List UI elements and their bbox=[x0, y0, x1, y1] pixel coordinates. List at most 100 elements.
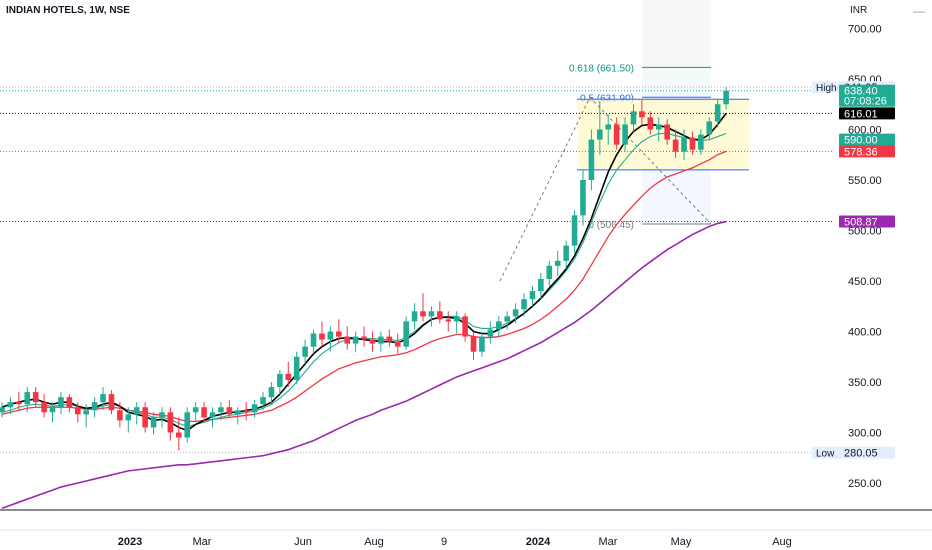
price-axis: 250.00 300.00 350.00 400.00 450.00 500.00 550.… bbox=[848, 24, 882, 491]
candle-body bbox=[411, 311, 418, 322]
candle-body bbox=[394, 341, 401, 347]
candle-body bbox=[706, 121, 713, 135]
price-tag-value: 590.00 bbox=[844, 135, 878, 147]
candle-body bbox=[234, 410, 241, 415]
candle-body bbox=[319, 333, 325, 340]
drawing-layer bbox=[0, 86, 832, 454]
candle-body bbox=[268, 387, 275, 398]
candle-body bbox=[538, 278, 544, 292]
candle-body bbox=[420, 311, 426, 317]
candle-body bbox=[218, 407, 224, 413]
x-tick-label: Jun bbox=[294, 536, 312, 548]
price-tag bbox=[839, 215, 895, 228]
fib-zone bbox=[642, 0, 711, 68]
ema-red-line bbox=[1, 150, 727, 423]
candle-body bbox=[613, 124, 620, 145]
candle-body bbox=[32, 392, 39, 403]
candle-body bbox=[521, 299, 527, 310]
y-tick-label: 350.00 bbox=[848, 377, 882, 389]
fib-level-label: 0 (506.45) bbox=[588, 220, 634, 231]
candle-body bbox=[403, 321, 409, 347]
candle-body bbox=[563, 245, 569, 261]
y-tick-label: 700.00 bbox=[848, 24, 882, 36]
y-tick-label: 250.00 bbox=[848, 478, 882, 490]
x-tick-label: Aug bbox=[772, 536, 792, 548]
y-tick-label: 450.00 bbox=[848, 276, 882, 288]
price-tag-countdown: 07:08:26 bbox=[844, 96, 887, 108]
candle-body bbox=[352, 336, 359, 344]
close-icon[interactable]: — bbox=[913, 4, 925, 18]
y-tick-label: 550.00 bbox=[848, 175, 882, 187]
candle-body bbox=[639, 111, 645, 118]
candle-body bbox=[689, 137, 696, 150]
candle-body bbox=[386, 336, 393, 342]
candle-body bbox=[580, 180, 586, 216]
price-tag-value: 280.05 bbox=[844, 448, 878, 460]
moving-averages bbox=[1, 112, 727, 510]
candle-body bbox=[588, 139, 595, 180]
candle-body bbox=[192, 407, 199, 413]
candle-body bbox=[723, 90, 729, 105]
candle-body bbox=[209, 412, 216, 418]
candle-body bbox=[664, 124, 670, 140]
price-tag bbox=[839, 446, 895, 459]
candle-body bbox=[361, 336, 367, 340]
candle-body bbox=[58, 397, 64, 408]
currency-label: INR bbox=[850, 5, 868, 16]
x-tick-label: Aug bbox=[364, 536, 384, 548]
candle-body bbox=[16, 402, 22, 405]
fib-level-label: 0.618 (661.50) bbox=[569, 63, 634, 74]
candle-body bbox=[378, 336, 384, 344]
price-tag-value: 616.01 bbox=[844, 108, 878, 120]
candle-body bbox=[310, 333, 317, 347]
price-tag bbox=[839, 145, 895, 158]
price-tag-label-bg bbox=[812, 446, 839, 459]
candle-body bbox=[546, 265, 553, 279]
candle-body bbox=[125, 414, 132, 421]
candle-body bbox=[117, 410, 123, 421]
candle-body bbox=[428, 311, 435, 317]
candle-body bbox=[571, 215, 578, 246]
candle-body bbox=[142, 407, 148, 428]
x-tick-label: Mar bbox=[599, 536, 618, 548]
candle-body bbox=[681, 137, 687, 152]
candle-body bbox=[277, 373, 283, 388]
candle-body bbox=[24, 392, 31, 405]
x-tick-label: Mar bbox=[193, 536, 212, 548]
candle-body bbox=[470, 336, 477, 352]
candle-body bbox=[66, 397, 73, 408]
candle-body bbox=[133, 407, 140, 415]
candle-body bbox=[243, 410, 249, 413]
candle-body bbox=[647, 117, 654, 130]
fib-trend-line bbox=[499, 96, 712, 282]
candle-body bbox=[554, 260, 561, 266]
symbol-title: INDIAN HOTELS, 1W, NSE bbox=[6, 5, 130, 16]
candle-body bbox=[293, 356, 300, 380]
price-tag bbox=[839, 84, 895, 107]
x-tick-label: 9 bbox=[441, 536, 447, 548]
candle-body bbox=[91, 402, 98, 411]
price-tag-label: High bbox=[816, 83, 837, 94]
x-tick-label: 2024 bbox=[526, 536, 551, 548]
candle-body bbox=[344, 336, 351, 344]
candles bbox=[0, 87, 729, 451]
candle-body bbox=[167, 412, 174, 433]
candle-body bbox=[453, 316, 460, 322]
y-tick-label: 600.00 bbox=[848, 125, 882, 137]
price-tags: 641.95High638.4007:08:26616.01590.00578.… bbox=[812, 81, 895, 460]
candle-body bbox=[7, 402, 14, 408]
y-tick-label: 500.00 bbox=[848, 226, 882, 238]
candle-body bbox=[445, 319, 452, 322]
candle-body bbox=[49, 407, 56, 413]
candle-body bbox=[462, 316, 468, 337]
candle-body bbox=[487, 329, 494, 337]
price-tag bbox=[839, 107, 895, 120]
candle-body bbox=[184, 412, 191, 438]
candle-body bbox=[0, 407, 5, 413]
x-tick-label: May bbox=[671, 536, 692, 548]
y-tick-label: 400.00 bbox=[848, 327, 882, 339]
x-tick-label: 2023 bbox=[118, 536, 142, 548]
price-tag-value: 508.87 bbox=[844, 217, 878, 229]
candle-body bbox=[150, 417, 157, 428]
